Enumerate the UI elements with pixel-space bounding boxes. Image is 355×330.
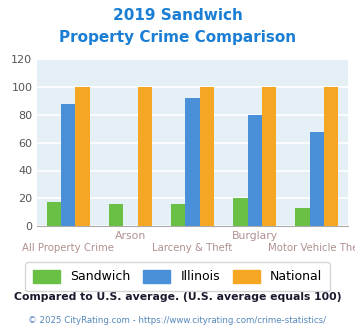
- Text: Arson: Arson: [115, 231, 146, 241]
- Text: Property Crime Comparison: Property Crime Comparison: [59, 30, 296, 45]
- Bar: [200, 87, 214, 226]
- Bar: [324, 87, 338, 226]
- Bar: [247, 115, 262, 226]
- Bar: [233, 198, 247, 226]
- Text: Burglary: Burglary: [232, 231, 278, 241]
- Text: Larceny & Theft: Larceny & Theft: [152, 243, 233, 252]
- Bar: [61, 104, 76, 226]
- Bar: [185, 98, 200, 226]
- Bar: [171, 204, 185, 226]
- Bar: [109, 204, 123, 226]
- Text: 2019 Sandwich: 2019 Sandwich: [113, 8, 242, 23]
- Bar: [47, 202, 61, 226]
- Bar: [310, 132, 324, 226]
- Bar: [295, 208, 310, 226]
- Bar: [76, 87, 90, 226]
- Text: All Property Crime: All Property Crime: [22, 243, 114, 252]
- Text: Motor Vehicle Theft: Motor Vehicle Theft: [268, 243, 355, 252]
- Text: © 2025 CityRating.com - https://www.cityrating.com/crime-statistics/: © 2025 CityRating.com - https://www.city…: [28, 316, 327, 325]
- Text: Compared to U.S. average. (U.S. average equals 100): Compared to U.S. average. (U.S. average …: [14, 292, 341, 302]
- Bar: [138, 87, 152, 226]
- Bar: [262, 87, 276, 226]
- Legend: Sandwich, Illinois, National: Sandwich, Illinois, National: [25, 262, 330, 291]
